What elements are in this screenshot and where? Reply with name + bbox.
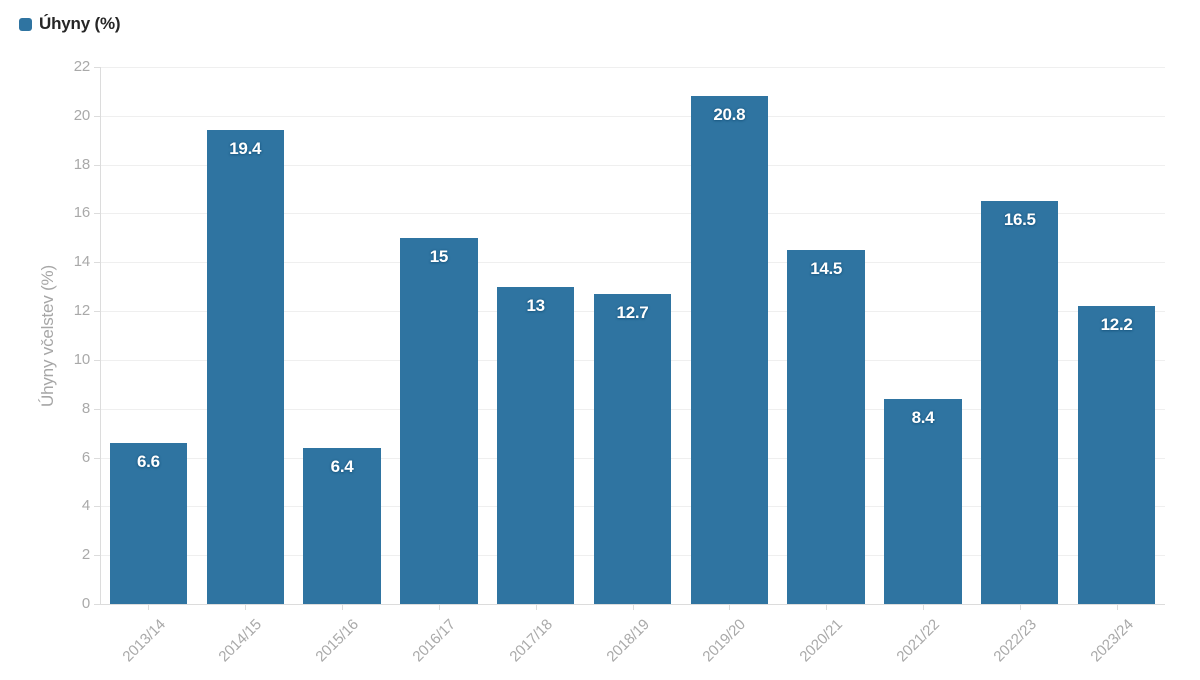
bar-value-label: 14.5 [810, 259, 843, 279]
y-tick-label: 10 [73, 350, 90, 368]
y-tick-label: 8 [81, 399, 90, 417]
bar-2020/21[interactable]: 14.5 [787, 250, 865, 604]
y-axis-tick [94, 506, 100, 508]
y-axis-tick [94, 359, 100, 361]
bar-value-label: 12.2 [1100, 315, 1133, 335]
x-tick-label: 2013/14 [119, 616, 169, 666]
gridline [100, 164, 1165, 166]
y-axis-tick [94, 311, 100, 313]
y-axis-tick [94, 213, 100, 215]
bar-2019/20[interactable]: 20.8 [690, 96, 769, 604]
bar-2016/17[interactable]: 15 [400, 237, 478, 604]
y-tick-label: 0 [81, 595, 90, 612]
bar-2021/22[interactable]: 8.4 [884, 398, 962, 604]
x-tick-label: 2018/19 [603, 616, 653, 666]
x-tick-label: 2020/21 [796, 616, 847, 666]
y-axis-tick [94, 457, 100, 459]
bar-value-label: 15 [429, 246, 449, 266]
y-tick-label: 4 [81, 497, 90, 515]
x-tick-label: 2021/22 [893, 616, 943, 666]
gridline [100, 115, 1165, 117]
x-axis-tick [535, 604, 537, 610]
y-tick-label: 16 [73, 204, 90, 222]
bar-2018/19[interactable]: 12.7 [593, 294, 672, 604]
y-tick-label: 12 [73, 302, 90, 320]
legend-item[interactable]: Úhyny (%) [19, 14, 121, 34]
bar-value-label: 16.5 [1003, 210, 1036, 230]
y-axis-tick [94, 164, 100, 166]
y-axis-tick [94, 408, 100, 410]
y-tick-label: 14 [73, 253, 90, 271]
bar-value-label: 8.4 [911, 407, 935, 427]
bar-value-label: 19.4 [229, 139, 262, 159]
y-axis-tick [94, 604, 100, 605]
bar-value-label: 12.7 [616, 303, 649, 322]
x-axis-tick [826, 604, 828, 610]
x-tick-label: 2019/20 [699, 616, 750, 666]
y-tick-label: 2 [81, 546, 90, 564]
bar-2022/23[interactable]: 16.5 [981, 201, 1059, 604]
y-tick-label: 6 [81, 448, 90, 466]
x-axis-tick [1019, 604, 1021, 610]
y-axis-title: Úhyny včelstev (%) [38, 265, 57, 407]
bar-value-label: 6.4 [330, 456, 354, 476]
x-axis-tick [342, 604, 344, 610]
bar-2017/18[interactable]: 13 [496, 286, 575, 604]
gridline [100, 67, 1165, 68]
bar-value-label: 6.6 [137, 451, 160, 471]
gridline [100, 213, 1165, 215]
y-axis-tick [94, 67, 100, 68]
y-tick-label: 18 [73, 155, 90, 173]
x-axis-tick [1116, 604, 1118, 610]
y-tick-label: 20 [73, 106, 90, 124]
legend-label: Úhyny (%) [39, 14, 121, 33]
x-tick-label: 2016/17 [409, 616, 459, 666]
x-axis-tick [729, 604, 731, 610]
x-axis-tick [438, 604, 440, 610]
bar-2015/16[interactable]: 6.4 [303, 447, 381, 604]
bar-value-label: 13 [526, 295, 546, 315]
x-tick-label: 2017/18 [506, 616, 556, 666]
gridline [100, 262, 1165, 264]
y-tick-label: 22 [73, 58, 90, 75]
x-axis-tick [632, 604, 634, 610]
x-tick-label: 2022/23 [990, 616, 1040, 666]
bar-2014/15[interactable]: 19.4 [206, 130, 284, 604]
x-axis-tick [922, 604, 924, 610]
x-axis-tick [148, 604, 150, 610]
plot-area: 0 2 4 6 8 10 12 14 16 18 20 22 6.6 2013/14 19.4 2014/15… [74, 58, 1165, 665]
bar-value-label: 20.8 [713, 105, 746, 125]
x-axis-tick [245, 604, 247, 610]
y-axis-tick [94, 115, 100, 117]
x-tick-label: 2015/16 [312, 616, 363, 666]
x-tick-label: 2023/24 [1087, 616, 1137, 666]
bar-2013/14[interactable]: 6.6 [109, 442, 188, 604]
y-axis-tick [94, 555, 100, 557]
y-axis-line [100, 67, 101, 604]
x-tick-label: 2014/15 [215, 616, 266, 666]
bar-2023/24[interactable]: 12.2 [1077, 306, 1156, 604]
legend-swatch-icon [19, 17, 32, 31]
y-axis-tick [94, 262, 100, 264]
